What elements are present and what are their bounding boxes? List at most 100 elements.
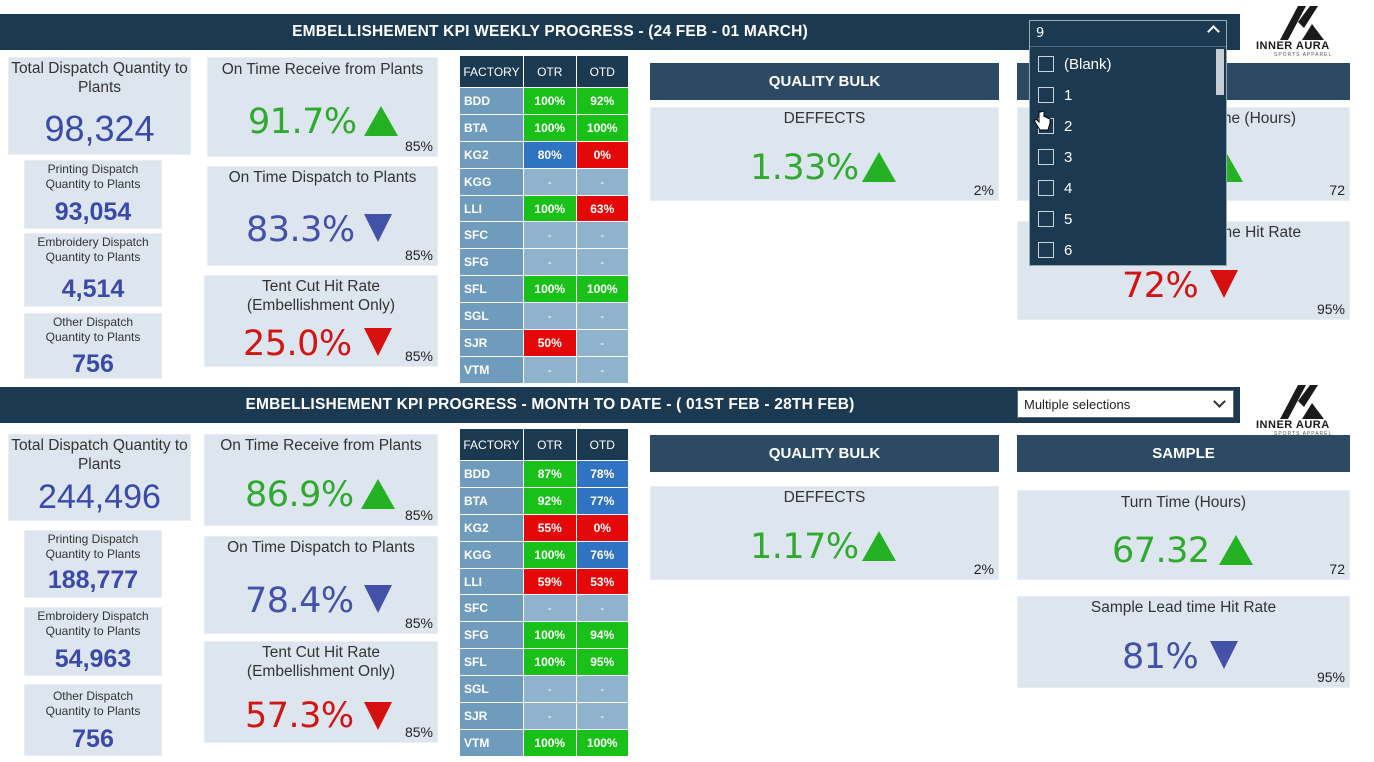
hand-cursor-icon <box>1034 110 1051 131</box>
embroidery-dispatch-card: Embroidery Dispatch Quantity to Plants 4… <box>24 233 162 307</box>
table-row: SFL 100% 100% <box>459 275 629 304</box>
table-row: KG2 55% 0% <box>459 513 629 542</box>
total-dispatch-value: 98,324 <box>44 108 155 149</box>
defects-value: 1.17% <box>750 527 859 567</box>
weekly-title: EMBELLISHEMENT KPI WEEKLY PROGRESS - (24… <box>292 23 808 40</box>
week-slicer-dropdown[interactable]: 9 (Blank) 1 2 3 4 5 6 <box>1029 20 1227 266</box>
col-factory: FACTORY <box>459 428 524 461</box>
table-row: SFC - - <box>459 221 629 250</box>
chevron-down-icon[interactable] <box>1213 395 1226 408</box>
turn-time-card: Turn Time (Hours) 67.32 72 <box>1017 490 1350 580</box>
printing-dispatch-value: 93,054 <box>54 198 132 226</box>
otr-label: On Time Receive from Plants <box>220 437 422 454</box>
otd-value: 78.4% <box>245 581 354 621</box>
quality-card: DEFFECTS 1.33% 2% <box>650 107 999 201</box>
table-row: SFG - - <box>459 248 629 277</box>
slicer-option[interactable]: 3 <box>1038 143 1072 171</box>
trend-down-icon <box>1210 270 1238 298</box>
tent-card: Tent Cut Hit Rate (Embellishment Only) 2… <box>204 275 438 367</box>
table-row: BTA 100% 100% <box>459 113 629 142</box>
otr-target: 85% <box>404 138 433 154</box>
total-dispatch-label: Total Dispatch Quantity to Plants <box>11 60 188 96</box>
turn-time-label: Turn Time (Hours) <box>1120 494 1247 511</box>
tent-label: Tent Cut Hit Rate (Embellishment Only) <box>246 278 396 314</box>
other-dispatch-value: 756 <box>72 350 114 378</box>
other-dispatch-value: 756 <box>72 725 114 753</box>
sample-hit-value: 81% <box>1122 637 1199 677</box>
week-slicer-header[interactable]: 9 <box>1030 21 1226 47</box>
weekly-factory-table: FACTORY OTR OTD BDD 100% 92% BTA 100% 100% K… <box>459 55 629 384</box>
table-row: SJR - - <box>459 702 629 730</box>
logo-subtext: SPORTS APPAREL <box>1274 431 1333 437</box>
checkbox[interactable] <box>1038 211 1054 227</box>
otr-label: On Time Receive from Plants <box>221 61 424 78</box>
slicer-option[interactable]: (Blank) <box>1038 50 1112 78</box>
tent-card: Tent Cut Hit Rate (Embellishment Only) 5… <box>204 641 438 743</box>
trend-up-icon <box>862 152 896 182</box>
otd-value: 83.3% <box>246 210 355 250</box>
other-dispatch-label: Other Dispatch Quantity to Plants <box>45 689 141 718</box>
slicer-option[interactable]: 1 <box>1038 81 1072 109</box>
otd-target: 85% <box>404 615 433 631</box>
sample-hit-value: 72% <box>1122 266 1199 306</box>
otr-value: 86.9% <box>245 475 354 515</box>
total-dispatch-card: Total Dispatch Quantity to Plants 98,324 <box>8 57 191 155</box>
logo-mark-icon <box>1280 385 1324 419</box>
printing-dispatch-card: Printing Dispatch Quantity to Plants 93,… <box>24 160 162 229</box>
slicer-option[interactable]: 6 <box>1038 236 1072 264</box>
defects-label: DEFFECTS <box>783 110 866 127</box>
mtd-title: EMBELLISHEMENT KPI PROGRESS - MONTH TO D… <box>245 396 855 413</box>
chevron-up-icon[interactable] <box>1207 25 1220 38</box>
printing-dispatch-value: 188,777 <box>47 566 139 594</box>
otd-card: On Time Dispatch to Plants 78.4% 85% <box>204 536 438 634</box>
total-dispatch-label: Total Dispatch Quantity to Plants <box>11 437 188 473</box>
table-row: KGG 100% 76% <box>459 540 629 569</box>
checkbox[interactable] <box>1038 87 1054 103</box>
trend-up-icon <box>1219 535 1253 565</box>
month-slicer-value: Multiple selections <box>1024 397 1131 412</box>
otr-card: On Time Receive from Plants 91.7% 85% <box>207 57 438 157</box>
month-slicer[interactable]: Multiple selections <box>1017 390 1234 418</box>
logo-subtext: SPORTS APPAREL <box>1274 52 1333 58</box>
other-dispatch-label: Other Dispatch Quantity to Plants <box>45 315 141 344</box>
defects-target: 2% <box>973 182 994 198</box>
embroidery-dispatch-label: Embroidery Dispatch Quantity to Plants <box>37 235 149 264</box>
table-row: VTM 100% 100% <box>459 728 629 757</box>
printing-dispatch-label: Printing Dispatch Quantity to Plants <box>45 532 141 561</box>
other-dispatch-card: Other Dispatch Quantity to Plants 756 <box>24 313 162 379</box>
sample-hit-label: Sample Lead time Hit Rate <box>1090 599 1277 616</box>
checkbox[interactable] <box>1038 56 1054 72</box>
mtd-section: EMBELLISHEMENT KPI PROGRESS - MONTH TO D… <box>0 383 1374 762</box>
turn-time-target: 72 <box>1329 182 1345 198</box>
printing-dispatch-card: Printing Dispatch Quantity to Plants 188… <box>24 530 162 598</box>
col-factory: FACTORY <box>459 55 524 88</box>
scrollbar[interactable] <box>1216 49 1224 95</box>
sample-header: SAMPLE <box>1017 435 1350 472</box>
table-row: KG2 80% 0% <box>459 140 629 169</box>
checkbox[interactable] <box>1038 242 1054 258</box>
trend-up-icon <box>361 479 395 509</box>
embroidery-dispatch-card: Embroidery Dispatch Quantity to Plants 5… <box>24 607 162 676</box>
tent-value: 57.3% <box>245 696 354 736</box>
other-dispatch-card: Other Dispatch Quantity to Plants 756 <box>24 684 162 756</box>
weekly-section: EMBELLISHEMENT KPI WEEKLY PROGRESS - (24… <box>0 6 1350 384</box>
trend-up-icon <box>364 106 398 136</box>
logo-text: INNER AURA <box>1256 419 1330 431</box>
trend-down-icon <box>364 702 392 730</box>
logo-text: INNER AURA <box>1256 40 1330 52</box>
slicer-option[interactable]: 5 <box>1038 205 1072 233</box>
trend-down-icon <box>364 585 392 613</box>
table-row: BDD 100% 92% <box>459 87 629 115</box>
table-row: SGL - - <box>459 302 629 331</box>
checkbox[interactable] <box>1038 180 1054 196</box>
slicer-option[interactable]: 4 <box>1038 174 1072 202</box>
total-dispatch-card: Total Dispatch Quantity to Plants 244,49… <box>8 434 191 521</box>
otr-card: On Time Receive from Plants 86.9% 85% <box>204 434 438 526</box>
tent-label: Tent Cut Hit Rate (Embellishment Only) <box>246 644 396 680</box>
table-row: SGL - - <box>459 675 629 704</box>
tent-target: 85% <box>404 348 433 364</box>
table-row: BTA 92% 77% <box>459 486 629 515</box>
checkbox[interactable] <box>1038 149 1054 165</box>
trend-down-icon <box>364 214 392 242</box>
printing-dispatch-label: Printing Dispatch Quantity to Plants <box>45 162 141 191</box>
